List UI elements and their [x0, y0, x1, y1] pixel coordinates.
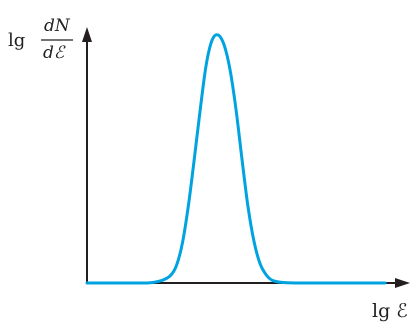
y-axis-arrowhead — [82, 27, 92, 42]
y-axis-label: lg dN dℰ — [8, 16, 73, 63]
x-axis-arrowhead — [395, 278, 410, 288]
y-axis-label-numerator: dN — [44, 16, 71, 36]
y-axis-label-denominator: dℰ — [43, 43, 66, 63]
x-axis-label: lg ℰ — [372, 300, 408, 322]
y-axis-label-prefix: lg — [8, 30, 25, 51]
series-line-curve — [85, 33, 387, 285]
